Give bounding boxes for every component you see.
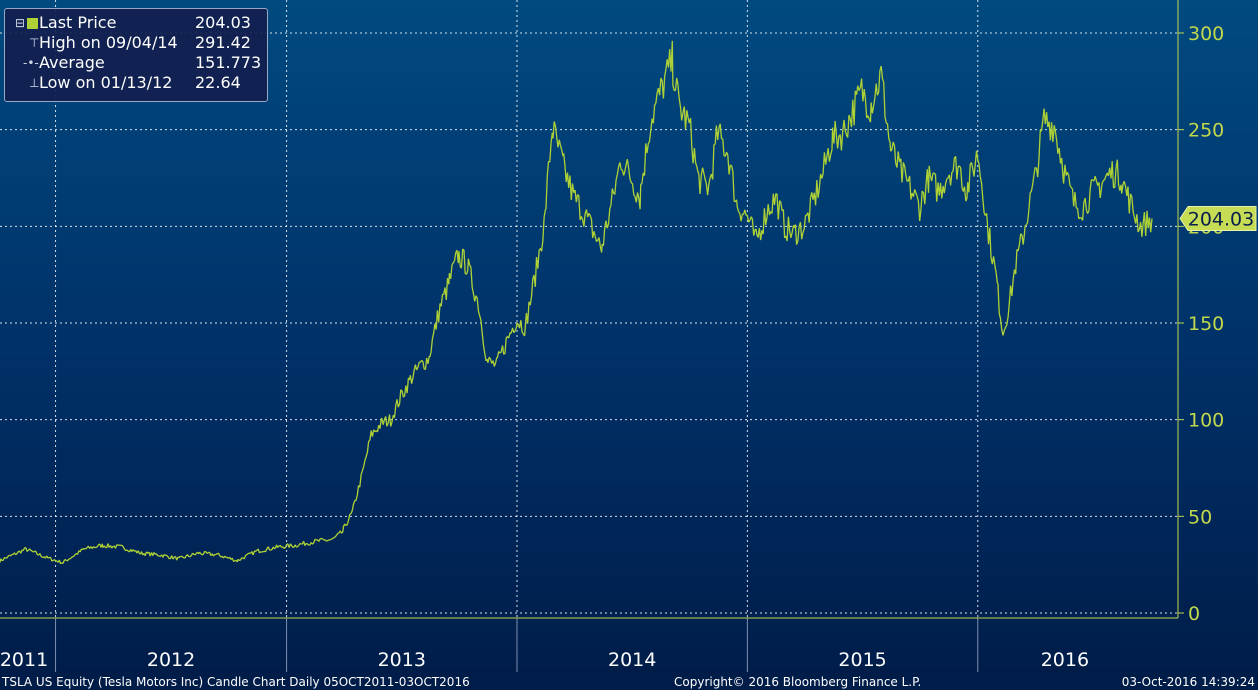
y-tick-label-0: 0 (1188, 603, 1200, 625)
legend-low-value: 22.64 (195, 73, 241, 92)
y-tick-label-50: 50 (1188, 506, 1212, 528)
high-marker-icon: ⊤ (29, 36, 40, 50)
last-price-swatch (27, 18, 38, 29)
footer-security-description: TSLA US Equity (Tesla Motors Inc) Candle… (2, 675, 470, 689)
legend-high-label: High on 09/04/14 (39, 33, 178, 52)
chart-legend: ⊟ Last Price 204.03 ⊤ High on 09/04/14 2… (4, 8, 268, 102)
x-label-2012: 2012 (147, 649, 195, 671)
legend-low-label: Low on 01/13/12 (39, 73, 173, 92)
average-marker-icon: -•- (23, 56, 39, 70)
series-last-price (0, 40, 1153, 565)
legend-last-price-label: Last Price (39, 13, 117, 32)
legend-row-high: ⊤ High on 09/04/14 291.42 (5, 33, 267, 53)
legend-average-label: Average (39, 53, 105, 72)
y-tick-label-250: 250 (1188, 120, 1224, 142)
last-price-tag-label: 204.03 (1188, 209, 1254, 231)
legend-toggle-icon[interactable]: ⊟ (15, 16, 26, 30)
y-tick-label-300: 300 (1188, 23, 1224, 45)
legend-high-value: 291.42 (195, 33, 251, 52)
low-marker-icon: ⊥ (29, 76, 40, 90)
legend-row-average: -•- Average 151.773 (5, 53, 267, 73)
legend-average-value: 151.773 (195, 53, 262, 72)
x-label-2013: 2013 (378, 649, 426, 671)
x-label-2016: 2016 (1041, 649, 1089, 671)
y-tick-label-150: 150 (1188, 313, 1224, 335)
x-label-2015: 2015 (838, 649, 886, 671)
x-label-2011: 2011 (0, 649, 48, 671)
last-price-tag (1179, 206, 1257, 232)
y-tick-label-100: 100 (1188, 410, 1224, 432)
footer-timestamp: 03-Oct-2016 14:39:24 (1121, 675, 1255, 689)
legend-row-low: ⊥ Low on 01/13/12 22.64 (5, 73, 267, 93)
legend-last-price-value: 204.03 (195, 13, 251, 32)
footer-copyright: Copyright© 2016 Bloomberg Finance L.P. (674, 675, 922, 689)
legend-row-last-price: ⊟ Last Price 204.03 (5, 13, 267, 33)
x-label-2014: 2014 (608, 649, 656, 671)
